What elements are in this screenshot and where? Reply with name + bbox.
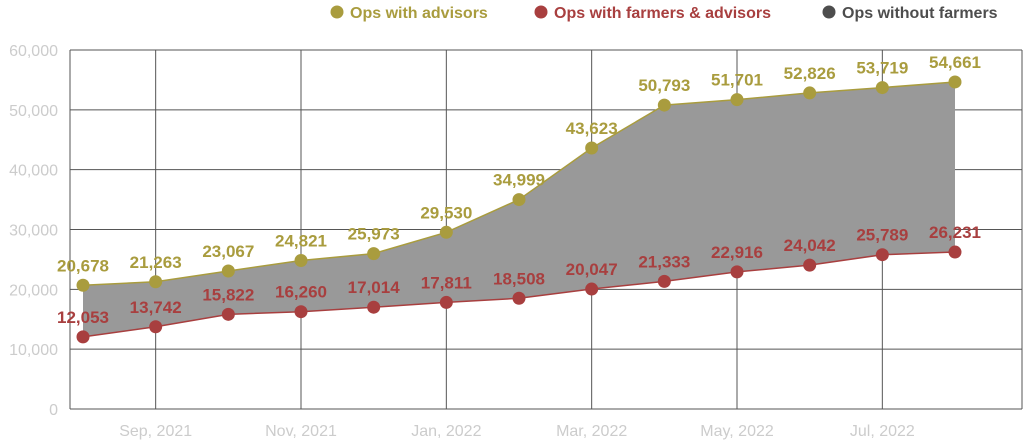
data-label-farmers-advisors: 20,047	[566, 260, 618, 279]
data-point-advisors	[367, 247, 381, 261]
data-point-farmers-advisors	[512, 291, 526, 305]
data-label-advisors: 34,999	[493, 171, 545, 190]
legend-label: Ops with advisors	[350, 5, 488, 22]
data-point-advisors	[512, 193, 526, 207]
y-tick-label: 10,000	[9, 342, 58, 359]
data-point-advisors	[803, 86, 817, 100]
x-tick-label: Sep, 2021	[119, 423, 192, 440]
legend-item-without-farmers[interactable]: Ops without farmers	[822, 5, 998, 22]
x-axis-ticks: Sep, 2021 Nov, 2021 Jan, 2022 Mar, 2022 May,…	[119, 423, 915, 440]
data-label-farmers-advisors: 12,053	[57, 308, 109, 327]
data-point-advisors	[875, 81, 889, 95]
data-label-farmers-advisors: 25,789	[856, 226, 908, 245]
data-label-farmers-advisors: 13,742	[130, 298, 182, 317]
data-label-farmers-advisors: 21,333	[638, 252, 690, 271]
data-label-advisors: 24,821	[275, 231, 327, 250]
legend[interactable]: Ops with advisors Ops with farmers & advi…	[330, 5, 998, 22]
x-tick-label: May, 2022	[700, 423, 774, 440]
data-label-advisors: 20,678	[57, 256, 109, 275]
data-label-advisors: 53,719	[856, 59, 908, 78]
data-point-farmers-advisors	[221, 307, 235, 321]
legend-marker	[822, 5, 836, 19]
data-label-advisors: 50,793	[638, 76, 690, 95]
data-point-farmers-advisors	[657, 274, 671, 288]
data-point-advisors	[149, 275, 163, 289]
legend-label: Ops without farmers	[842, 5, 998, 22]
data-label-advisors: 23,067	[202, 242, 254, 261]
y-tick-label: 60,000	[9, 43, 58, 60]
data-label-farmers-advisors: 16,260	[275, 283, 327, 302]
y-tick-label: 50,000	[9, 103, 58, 120]
data-point-farmers-advisors	[803, 258, 817, 272]
legend-marker	[534, 5, 548, 19]
data-label-advisors: 51,701	[711, 71, 763, 90]
data-point-farmers-advisors	[875, 248, 889, 262]
data-label-farmers-advisors: 15,822	[202, 285, 254, 304]
data-point-farmers-advisors	[367, 300, 381, 314]
x-tick-label: Jan, 2022	[411, 423, 481, 440]
data-point-advisors	[294, 253, 308, 267]
data-label-advisors: 29,530	[420, 203, 472, 222]
data-label-advisors: 21,263	[130, 253, 182, 272]
data-label-farmers-advisors: 17,014	[348, 278, 401, 297]
data-label-advisors: 25,973	[348, 225, 400, 244]
y-axis-ticks: 0 10,000 20,000 30,000 40,000 50,000 60,000	[9, 43, 58, 419]
data-point-advisors	[221, 264, 235, 278]
y-tick-label: 30,000	[9, 223, 58, 240]
data-point-farmers-advisors	[76, 330, 90, 344]
data-point-advisors	[76, 278, 90, 292]
data-point-advisors	[657, 98, 671, 112]
area-ops-without-farmers	[83, 81, 955, 337]
data-point-farmers-advisors	[730, 265, 744, 279]
x-tick-label: Jul, 2022	[850, 423, 915, 440]
data-label-farmers-advisors: 18,508	[493, 269, 545, 288]
data-label-advisors: 43,623	[566, 119, 618, 138]
data-label-advisors: 52,826	[784, 64, 836, 83]
data-point-advisors	[439, 225, 453, 239]
y-tick-label: 0	[49, 402, 58, 419]
legend-item-advisors[interactable]: Ops with advisors	[330, 5, 488, 22]
data-point-advisors	[585, 141, 599, 155]
data-label-farmers-advisors: 24,042	[784, 236, 836, 255]
x-tick-label: Nov, 2021	[265, 423, 337, 440]
data-points	[76, 75, 962, 344]
area-layer	[83, 81, 955, 337]
y-tick-label: 40,000	[9, 163, 58, 180]
legend-item-farmers-advisors[interactable]: Ops with farmers & advisors	[534, 5, 772, 22]
data-point-farmers-advisors	[294, 305, 308, 319]
data-point-farmers-advisors	[439, 295, 453, 309]
data-point-advisors	[948, 75, 962, 89]
data-label-farmers-advisors: 17,811	[421, 273, 472, 292]
data-point-farmers-advisors	[149, 320, 163, 334]
data-point-advisors	[730, 93, 744, 107]
data-label-farmers-advisors: 26,231	[929, 223, 981, 242]
data-label-farmers-advisors: 22,916	[711, 243, 763, 262]
data-label-advisors: 54,661	[929, 53, 981, 72]
data-point-farmers-advisors	[585, 282, 599, 296]
data-labels: 20,678 21,263 23,067 24,821 25,973 29,530 34,9…	[57, 53, 981, 327]
data-point-farmers-advisors	[948, 245, 962, 259]
y-tick-label: 20,000	[9, 282, 58, 299]
legend-marker	[330, 5, 344, 19]
x-tick-label: Mar, 2022	[556, 423, 627, 440]
legend-label: Ops with farmers & advisors	[554, 5, 771, 22]
